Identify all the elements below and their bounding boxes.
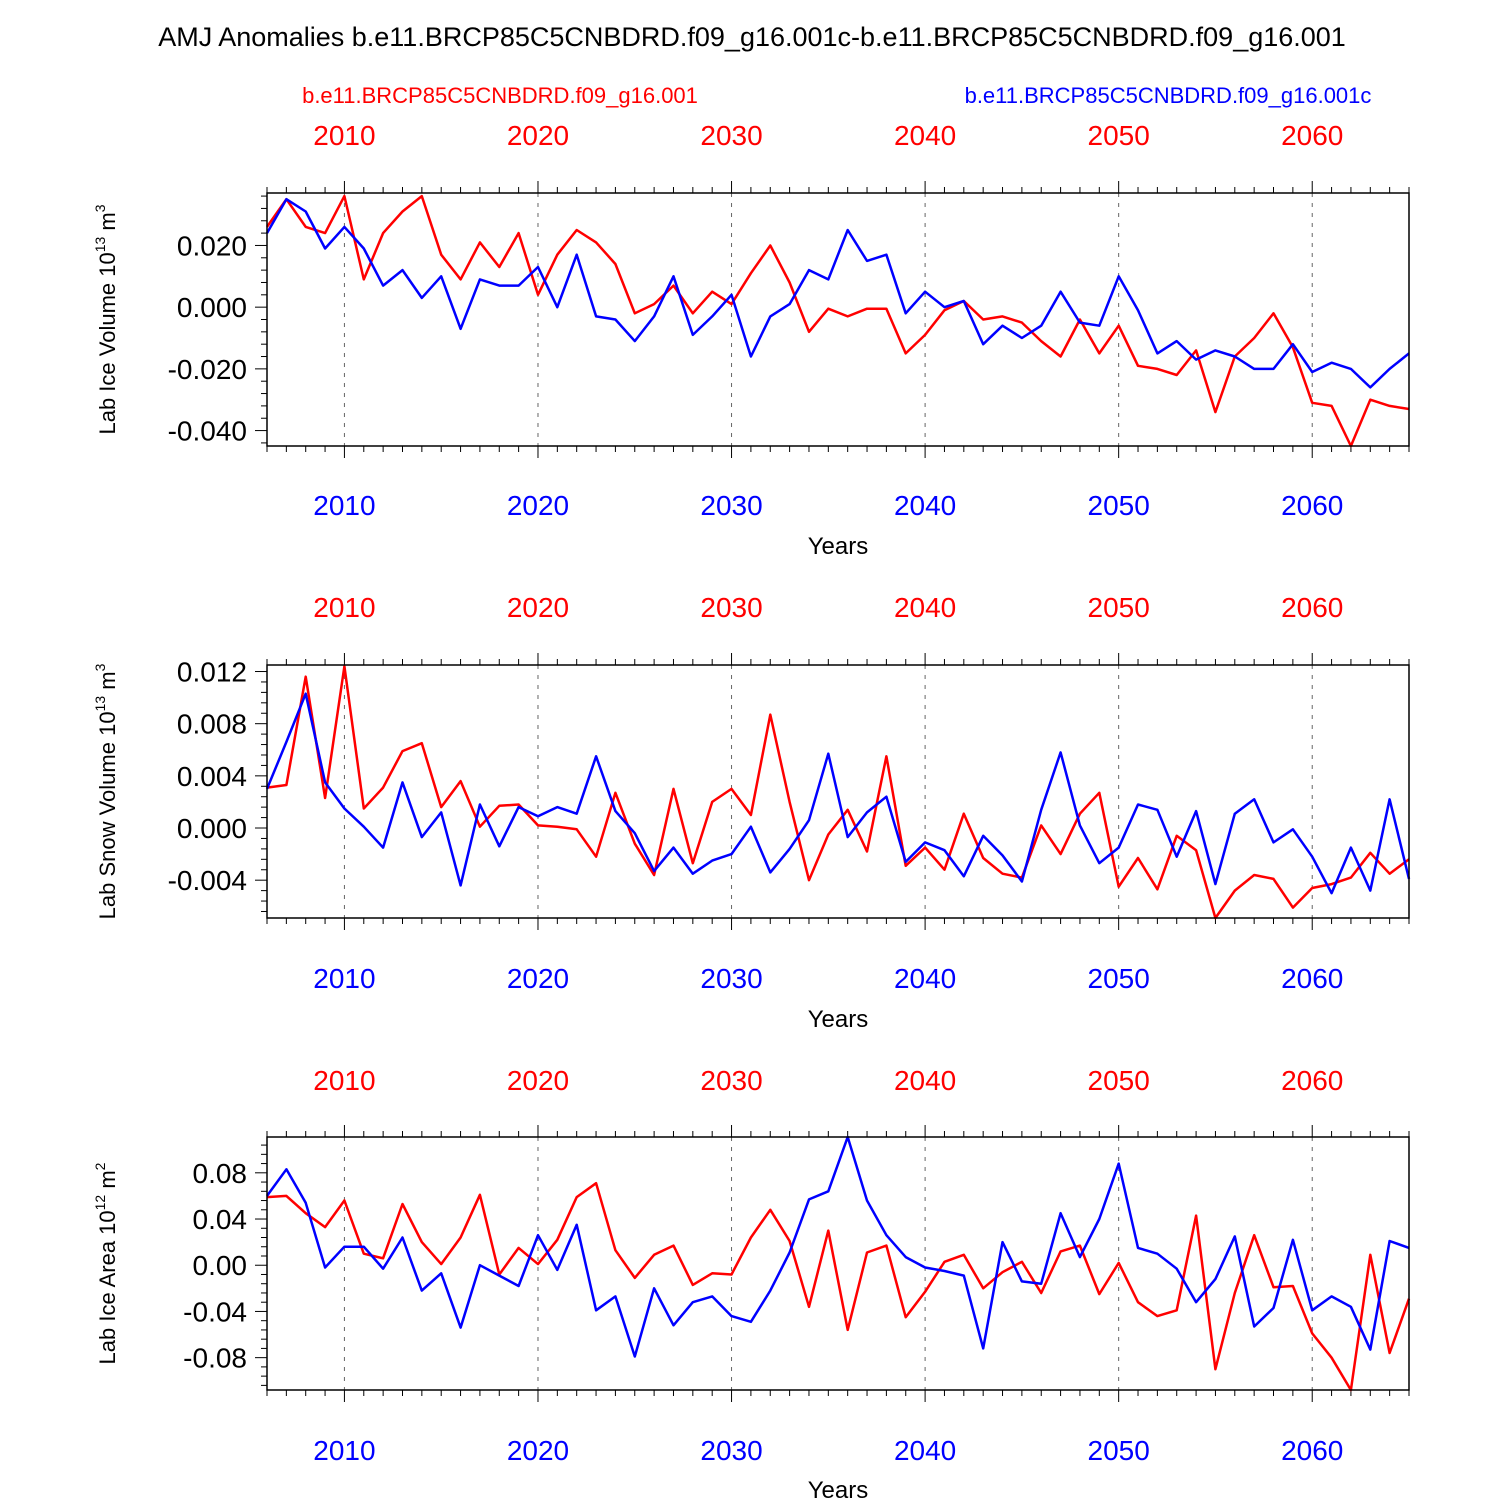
x-tick-label-top: 2020 [507,592,569,623]
legend-red-label: b.e11.BRCP85C5CNBDRD.f09_g16.001 [302,83,698,108]
panel-3: -0.08 -0.04 0.00 0.04 0.08 2010 2010 2020 2020 20… [92,1065,1411,1500]
y-axis-title: Lab Ice Volume 1013 m3 [92,204,120,434]
y-tick-label: -0.040 [168,416,247,447]
x-tick-label-top: 2040 [894,120,956,151]
x-tick-label-bottom: 2050 [1088,1435,1150,1466]
y-tick-label: 0.012 [177,657,247,688]
x-tick-label-bottom: 2060 [1281,1435,1343,1466]
series-line-blue [265,1135,1410,1358]
x-tick-label-top: 2010 [313,592,375,623]
panel-1: -0.040 -0.020 0.000 0.020 2010 2010 2020 2020 20… [92,120,1410,560]
x-tick-label-top: 2050 [1088,592,1150,623]
x-tick-label-top: 2010 [313,1065,375,1096]
x-tick-label-top: 2040 [894,592,956,623]
x-tick-label-bottom: 2040 [894,490,956,521]
chart-panels: -0.040 -0.020 0.000 0.020 2010 2010 2020 2020 20… [92,120,1411,1500]
x-tick-label-top: 2050 [1088,120,1150,151]
plot-frame [266,1136,1410,1391]
x-tick-label-top: 2040 [894,1065,956,1096]
x-tick-label-top: 2010 [313,120,375,151]
x-axis-title: Years [808,533,869,560]
x-tick-label-bottom: 2060 [1281,963,1343,994]
x-tick-label-top: 2060 [1281,120,1343,151]
y-tick-label: 0.04 [193,1204,248,1235]
legend-blue-label: b.e11.BRCP85C5CNBDRD.f09_g16.001c [965,83,1372,108]
y-tick-label: -0.08 [183,1343,247,1374]
x-tick-label-bottom: 2040 [894,963,956,994]
y-tick-label: 0.00 [193,1250,248,1281]
plot-frame [266,664,1410,919]
y-tick-label: 0.008 [177,709,247,740]
x-tick-label-bottom: 2050 [1088,490,1150,521]
y-tick-label: 0.08 [193,1158,248,1189]
series-line-blue [265,197,1410,389]
y-tick-label: 0.020 [177,230,247,261]
x-tick-label-bottom: 2020 [507,1435,569,1466]
y-tick-label: -0.004 [168,865,247,896]
x-tick-label-top: 2060 [1281,1065,1343,1096]
y-axis-title: Lab Ice Area 1012 m2 [92,1162,120,1364]
x-tick-label-bottom: 2010 [313,963,375,994]
chart-title: AMJ Anomalies b.e11.BRCP85C5CNBDRD.f09_g… [158,22,1346,52]
x-tick-label-bottom: 2020 [507,490,569,521]
x-tick-label-top: 2030 [700,1065,762,1096]
y-tick-label: -0.04 [183,1296,247,1327]
y-tick-label: 0.000 [177,292,247,323]
x-tick-label-top: 2030 [700,120,762,151]
series-line-blue [265,692,1411,895]
x-axis-title: Years [808,1477,869,1500]
series-line-red [265,194,1410,448]
x-tick-label-bottom: 2010 [313,1435,375,1466]
panel-2: -0.004 0.000 0.004 0.008 0.012 2010 2010 2020 20… [92,592,1411,1033]
x-tick-label-top: 2030 [700,592,762,623]
y-tick-label: 0.000 [177,813,247,844]
y-tick-label: -0.020 [168,354,247,385]
x-tick-label-bottom: 2040 [894,1435,956,1466]
x-tick-label-bottom: 2030 [700,1435,762,1466]
x-axis-title: Years [808,1006,869,1033]
series-line-red [266,1181,1411,1392]
x-tick-label-top: 2050 [1088,1065,1150,1096]
x-tick-label-top: 2020 [507,1065,569,1096]
x-tick-label-bottom: 2010 [313,490,375,521]
y-axis-title: Lab Snow Volume 1013 m3 [92,663,120,919]
x-tick-label-top: 2060 [1281,592,1343,623]
y-tick-label: 0.004 [177,761,247,792]
x-tick-label-top: 2020 [507,120,569,151]
x-tick-label-bottom: 2030 [700,490,762,521]
x-tick-label-bottom: 2030 [700,963,762,994]
x-tick-label-bottom: 2060 [1281,490,1343,521]
x-tick-label-bottom: 2050 [1088,963,1150,994]
series-line-red [266,665,1410,920]
x-tick-label-bottom: 2020 [507,963,569,994]
plot-frame [266,192,1410,447]
